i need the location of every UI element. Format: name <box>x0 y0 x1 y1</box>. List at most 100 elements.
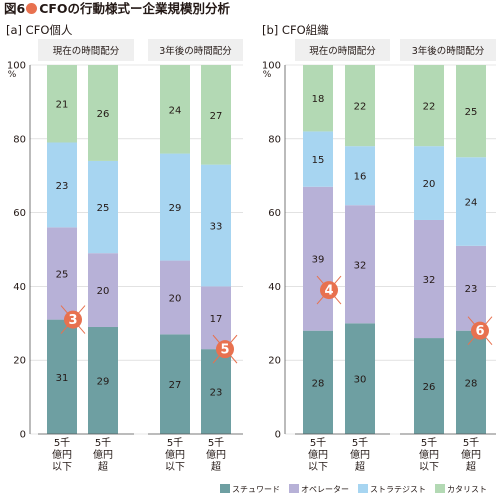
y-tick-label: 0 <box>275 430 281 441</box>
group-header-bg <box>38 39 134 61</box>
data-label: 28 <box>465 378 478 389</box>
y-tick-label: 100 <box>262 61 281 72</box>
bar-segment <box>201 164 231 287</box>
bar-segment <box>456 65 486 158</box>
bar-segment <box>456 330 486 434</box>
marker-label: 5 <box>220 343 229 358</box>
data-label: 27 <box>210 111 223 122</box>
bar-segment <box>303 65 333 132</box>
data-label: 23 <box>56 181 69 192</box>
group-header-bg <box>400 39 496 61</box>
category-label: 5千億円超 <box>93 437 113 473</box>
category-label: 5千億円以下 <box>165 437 185 473</box>
bar-segment <box>345 146 375 206</box>
data-label: 22 <box>354 102 367 113</box>
bar-segment <box>414 65 444 147</box>
marker-label: 4 <box>324 284 333 299</box>
y-tick-label: 20 <box>13 356 26 367</box>
data-label: 32 <box>423 275 436 286</box>
data-label: 25 <box>97 203 110 214</box>
y-tick-label: 40 <box>13 282 26 293</box>
legend-item: ストラテジスト <box>358 484 426 496</box>
data-label: 25 <box>465 107 478 118</box>
bar-segment <box>345 205 375 324</box>
marker-circle <box>320 281 338 300</box>
y-tick-label: 60 <box>268 208 281 219</box>
legend-item: スチュワード <box>220 484 280 496</box>
legend-item: オペレーター <box>289 484 349 496</box>
y-unit-label: % <box>263 70 272 80</box>
bar-segment <box>456 245 486 331</box>
legend-swatch <box>289 484 299 493</box>
legend-swatch <box>435 484 445 493</box>
y-tick-label: 80 <box>13 134 26 145</box>
data-label: 32 <box>354 260 367 271</box>
bar-segment <box>201 349 231 434</box>
legend-label: オペレーター <box>301 485 349 494</box>
panel-title-b: [b] CFO組織 <box>262 23 329 37</box>
y-tick-label: 0 <box>20 430 26 441</box>
legend-item: カタリスト <box>435 484 487 496</box>
y-tick-label: 20 <box>268 356 281 367</box>
bar-segment <box>414 146 444 220</box>
bar-segment <box>160 153 190 261</box>
bar-segment <box>88 160 118 254</box>
marker-circle <box>216 340 234 359</box>
data-label: 25 <box>56 269 69 280</box>
data-label: 21 <box>56 100 69 111</box>
bar-segment <box>88 65 118 161</box>
bar-segment <box>456 157 486 246</box>
bar-segment <box>88 253 118 327</box>
group-header-bg <box>295 39 390 61</box>
category-label: 5千億円以下 <box>308 437 328 473</box>
data-label: 24 <box>465 198 478 209</box>
data-label: 31 <box>56 373 69 384</box>
group-header: 現在の時間配分 <box>53 45 120 57</box>
figure-title-text: CFOの行動様式ー企業規模別分析 <box>39 1 231 16</box>
data-label: 15 <box>312 155 325 166</box>
group-header: 3年後の時間配分 <box>159 45 232 57</box>
bar-segment <box>414 219 444 339</box>
data-label: 20 <box>423 179 436 190</box>
figure-number: 図6 <box>4 1 26 16</box>
panel-title-a: [a] CFO個人 <box>6 23 73 37</box>
page-title: 図6 CFOの行動様式ー企業規模別分析 <box>4 1 230 17</box>
data-label: 20 <box>97 286 110 297</box>
y-tick-label: 80 <box>268 134 281 145</box>
legend-label: スチュワード <box>232 485 280 494</box>
data-label: 29 <box>97 376 110 387</box>
data-label: 29 <box>169 203 182 214</box>
bar-segment <box>47 142 77 228</box>
marker-circle <box>64 310 82 329</box>
bar-segment <box>88 326 118 434</box>
group-header-bg <box>148 39 243 61</box>
category-label: 5千億円超 <box>206 437 226 473</box>
legend-swatch <box>358 484 368 493</box>
category-label: 5千億円以下 <box>52 437 72 473</box>
group-header: 3年後の時間配分 <box>412 45 485 57</box>
group-header: 現在の時間配分 <box>309 45 376 57</box>
marker-circle <box>471 321 489 340</box>
legend-label: ストラテジスト <box>370 485 426 494</box>
data-label: 28 <box>312 378 325 389</box>
bar-segment <box>160 65 190 154</box>
category-label: 5千億円超 <box>461 437 481 473</box>
y-tick-label: 100 <box>7 61 26 72</box>
data-label: 23 <box>465 284 478 295</box>
bar-segment <box>345 323 375 434</box>
category-label: 5千億円超 <box>350 437 370 473</box>
data-label: 24 <box>169 105 182 116</box>
data-label: 16 <box>354 172 367 183</box>
data-label: 26 <box>423 382 436 393</box>
legend: スチュワード オペレーター ストラテジスト カタリスト <box>220 484 496 496</box>
marker-label: 6 <box>475 324 484 339</box>
y-unit-label: % <box>8 70 17 80</box>
legend-swatch <box>220 484 230 493</box>
bar-segment <box>414 338 444 434</box>
bar-segment <box>303 131 333 187</box>
legend-label: カタリスト <box>447 485 487 494</box>
data-label: 27 <box>169 380 182 391</box>
data-label: 23 <box>210 388 223 399</box>
bar-segment <box>47 65 77 143</box>
data-label: 39 <box>312 255 325 266</box>
